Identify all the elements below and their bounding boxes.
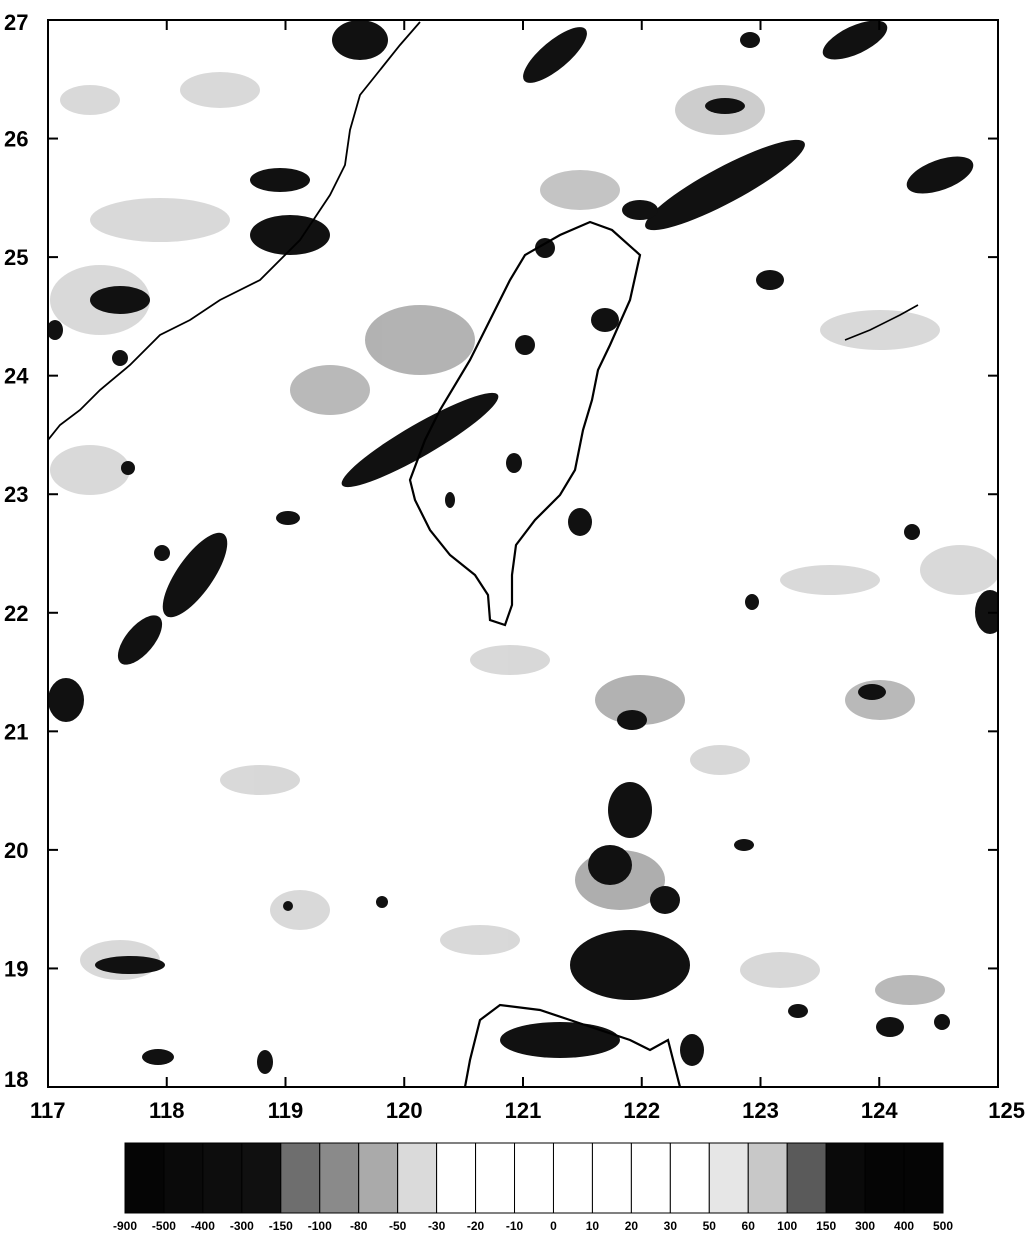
colorbar-swatch [280,1142,321,1214]
y-tick-label: 21 [4,719,28,744]
colorbar-swatch [825,1142,866,1214]
colorbar-swatch [202,1142,243,1214]
y-axis: 27 26 25 24 23 22 21 20 19 18 [4,10,998,1092]
colorbar-swatch [786,1142,827,1214]
colorbar-swatch [591,1142,632,1214]
colorbar-label: -300 [230,1219,254,1233]
colorbar-label: -500 [152,1219,176,1233]
colorbar-label: 500 [933,1219,953,1233]
luzon-coastline [463,1003,682,1087]
x-tick-label: 119 [268,1098,304,1123]
colorbar-swatch [630,1142,671,1214]
colorbar-swatch [397,1142,438,1214]
colorbar-swatch [358,1142,399,1214]
y-tick-label: 18 [4,1067,28,1092]
china-coastline [48,21,421,441]
colorbar-label: 50 [703,1219,717,1233]
strong-anomaly-field [48,20,998,1074]
colorbar-label: -20 [467,1219,485,1233]
colorbar: -900 -500 -400 -300 -150 -100 -80 -50 -30 -20 -10 0… [113,1142,953,1233]
colorbar-label: 60 [742,1219,756,1233]
colorbar-swatch [669,1142,710,1214]
colorbar-swatch [903,1142,944,1214]
colorbar-swatch [436,1142,477,1214]
y-tick-label: 26 [4,127,28,152]
colorbar-swatch [514,1142,554,1214]
x-tick-label: 125 [988,1098,1025,1123]
x-tick-label: 120 [386,1098,423,1123]
colorbar-label: 100 [777,1219,797,1233]
x-axis: 117 118 119 120 121 122 123 124 125 [30,20,1025,1123]
colorbar-swatch [241,1142,282,1214]
x-tick-label: 123 [742,1098,779,1123]
y-tick-label: 22 [4,601,28,626]
colorbar-label: -100 [308,1219,332,1233]
colorbar-label: -50 [389,1219,407,1233]
colorbar-swatch [864,1142,905,1214]
colorbar-label: -30 [428,1219,446,1233]
colorbar-swatch [319,1142,360,1214]
anomaly-field [50,72,998,1005]
taiwan-coastline [408,220,642,627]
colorbar-label: 0 [550,1219,557,1233]
colorbar-swatch [747,1142,788,1214]
y-tick-label: 24 [4,364,29,389]
colorbar-label: 10 [586,1219,600,1233]
colorbar-label: 150 [816,1219,836,1233]
y-tick-label: 20 [4,838,28,863]
colorbar-swatch [475,1142,516,1214]
coastlines [48,21,919,1087]
y-tick-label: 19 [4,956,28,981]
y-tick-label: 27 [4,10,28,35]
colorbar-label: 300 [855,1219,875,1233]
colorbar-label: 30 [664,1219,678,1233]
colorbar-label: 400 [894,1219,914,1233]
x-tick-label: 122 [623,1098,660,1123]
colorbar-label: 20 [625,1219,639,1233]
colorbar-label: -80 [350,1219,368,1233]
x-tick-label: 118 [149,1098,185,1123]
colorbar-swatch [708,1142,749,1214]
colorbar-label: -150 [269,1219,293,1233]
x-tick-label: 121 [505,1098,542,1123]
x-tick-label: 124 [861,1098,898,1123]
ryukyu-coastline [844,304,919,341]
colorbar-label: -900 [113,1219,137,1233]
y-tick-label: 25 [4,245,28,270]
y-tick-label: 23 [4,482,28,507]
colorbar-swatch [552,1142,593,1214]
colorbar-label: -10 [506,1219,524,1233]
x-tick-label: 117 [30,1098,66,1123]
colorbar-label: -400 [191,1219,215,1233]
colorbar-swatch [163,1142,204,1214]
colorbar-swatch [124,1142,165,1214]
